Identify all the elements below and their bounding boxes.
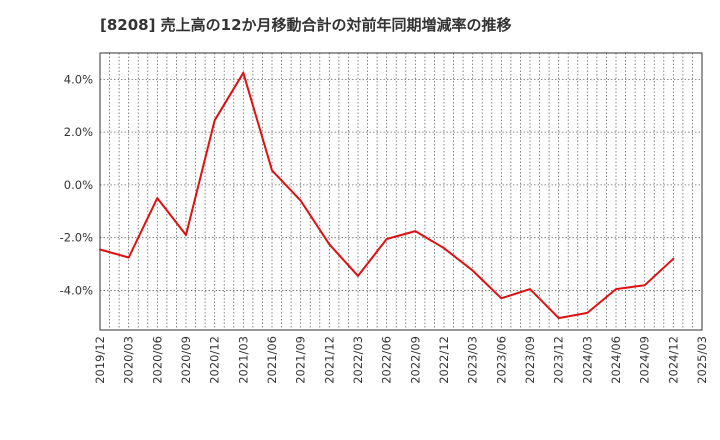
data-point [529, 288, 531, 290]
data-point [357, 275, 359, 277]
data-point [500, 297, 502, 299]
data-point [328, 243, 330, 245]
x-tick-label: 2022/03 [351, 336, 365, 384]
x-tick-label: 2025/03 [695, 336, 709, 384]
series-line [99, 71, 675, 320]
x-tick-label: 2022/09 [408, 336, 422, 384]
plot-area-frame [99, 52, 703, 331]
data-point [644, 284, 646, 286]
x-tick-label: 2023/03 [466, 336, 480, 384]
x-tick-label: 2021/09 [294, 336, 308, 384]
data-point [586, 312, 588, 314]
data-point [128, 257, 130, 259]
x-tick-label: 2024/12 [666, 336, 680, 384]
x-tick-label: 2024/06 [609, 336, 623, 384]
x-tick-label: 2020/03 [122, 336, 136, 384]
data-point [185, 234, 187, 236]
x-tick-label: 2023/06 [494, 336, 508, 384]
data-point [672, 258, 674, 260]
x-tick-label: 2020/06 [150, 336, 164, 384]
y-axis-ticks: 4.0% 2.0% 0.0% -2.0% -4.0% [60, 72, 93, 297]
x-tick-label: 2019/12 [93, 336, 107, 384]
data-point [472, 270, 474, 272]
x-axis-ticks: 2019/12 2020/03 2020/06 2020/09 2020/12 2021/… [93, 336, 709, 384]
x-tick-label: 2021/12 [322, 336, 336, 384]
data-point [558, 317, 560, 319]
y-tick-label: 2.0% [64, 125, 93, 139]
data-point [300, 200, 302, 202]
chart-title: [8208] 売上高の12か月移動合計の対前年同期増減率の推移 [100, 16, 512, 34]
data-point [242, 72, 244, 74]
x-tick-label: 2020/12 [208, 336, 222, 384]
data-point [386, 238, 388, 240]
data-point [615, 288, 617, 290]
x-tick-label: 2021/06 [265, 336, 279, 384]
x-tick-label: 2024/09 [638, 336, 652, 384]
data-point [414, 230, 416, 232]
y-tick-label: 4.0% [64, 72, 93, 86]
data-point [99, 249, 101, 251]
x-tick-label: 2022/12 [437, 336, 451, 384]
data-point [214, 119, 216, 121]
data-point [271, 169, 273, 171]
y-tick-label: -4.0% [60, 283, 93, 297]
x-tick-label: 2024/03 [580, 336, 594, 384]
grid [100, 53, 702, 330]
y-tick-label: -2.0% [60, 231, 93, 245]
data-point [156, 197, 158, 199]
x-tick-label: 2023/12 [552, 336, 566, 384]
x-tick-label: 2022/06 [380, 336, 394, 384]
x-tick-label: 2023/09 [523, 336, 537, 384]
series-layer [99, 71, 675, 320]
data-point [443, 247, 445, 249]
x-tick-label: 2020/09 [179, 336, 193, 384]
x-tick-label: 2021/03 [236, 336, 250, 384]
y-tick-label: 0.0% [64, 178, 93, 192]
